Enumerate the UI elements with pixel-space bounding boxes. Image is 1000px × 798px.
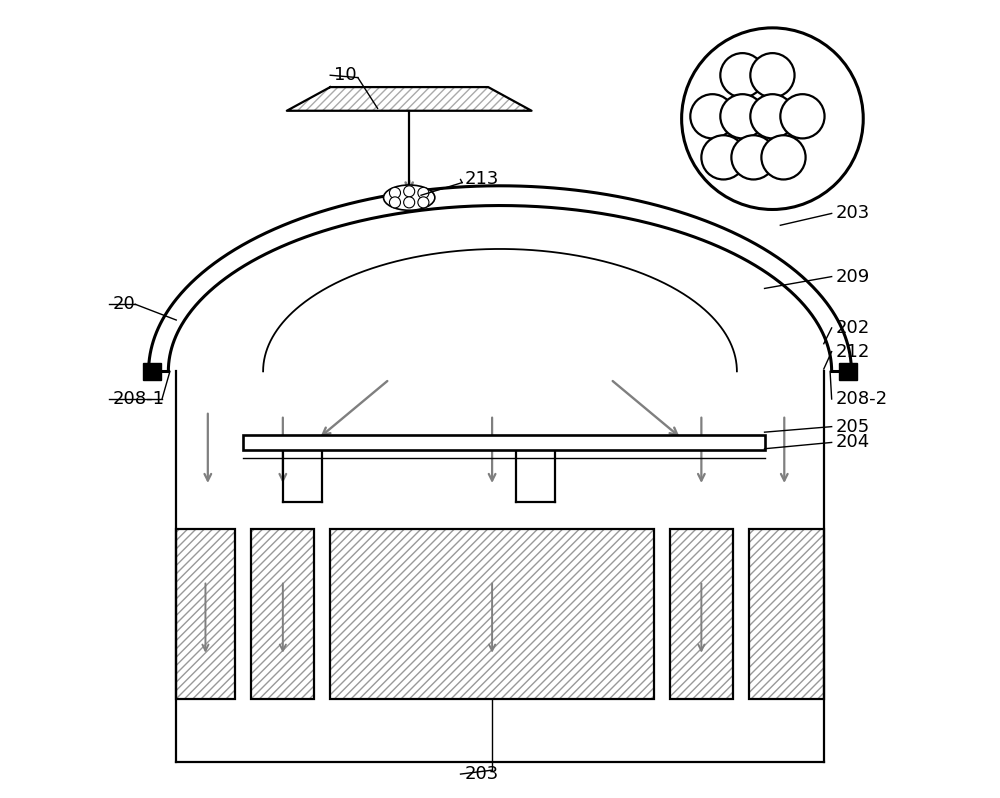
Text: 212: 212 bbox=[836, 342, 870, 361]
Bar bbox=[251, 529, 314, 699]
Bar bbox=[749, 529, 824, 699]
Text: 10: 10 bbox=[334, 66, 357, 85]
Bar bbox=[176, 529, 235, 699]
Bar bbox=[243, 435, 765, 450]
Circle shape bbox=[682, 28, 863, 210]
Text: 202: 202 bbox=[836, 319, 870, 337]
Circle shape bbox=[780, 94, 825, 138]
Text: 205: 205 bbox=[836, 417, 870, 436]
Circle shape bbox=[701, 135, 746, 180]
Circle shape bbox=[389, 197, 401, 208]
Circle shape bbox=[761, 135, 806, 180]
Bar bbox=[670, 529, 733, 699]
Text: 208-2: 208-2 bbox=[836, 390, 888, 408]
Bar bbox=[839, 362, 857, 380]
Circle shape bbox=[750, 94, 795, 138]
Circle shape bbox=[389, 188, 401, 199]
Circle shape bbox=[750, 53, 795, 97]
Text: 209: 209 bbox=[836, 267, 870, 286]
Circle shape bbox=[690, 94, 735, 138]
Circle shape bbox=[404, 197, 415, 208]
Text: 213: 213 bbox=[464, 171, 499, 188]
Circle shape bbox=[418, 197, 429, 208]
Text: 20: 20 bbox=[113, 295, 136, 314]
Bar bbox=[176, 529, 235, 699]
Ellipse shape bbox=[384, 185, 435, 210]
Bar bbox=[330, 529, 654, 699]
Polygon shape bbox=[287, 87, 532, 111]
Bar bbox=[143, 362, 161, 380]
Text: 204: 204 bbox=[836, 433, 870, 452]
Polygon shape bbox=[287, 87, 532, 111]
Circle shape bbox=[418, 188, 429, 199]
Bar bbox=[330, 529, 654, 699]
Circle shape bbox=[404, 186, 415, 197]
Text: 208-1: 208-1 bbox=[113, 390, 165, 408]
Text: 203: 203 bbox=[836, 204, 870, 223]
Bar bbox=[251, 529, 314, 699]
Bar bbox=[749, 529, 824, 699]
Bar bbox=[670, 529, 733, 699]
Circle shape bbox=[720, 94, 765, 138]
Text: 203: 203 bbox=[464, 765, 499, 783]
Circle shape bbox=[731, 135, 776, 180]
Circle shape bbox=[720, 53, 765, 97]
